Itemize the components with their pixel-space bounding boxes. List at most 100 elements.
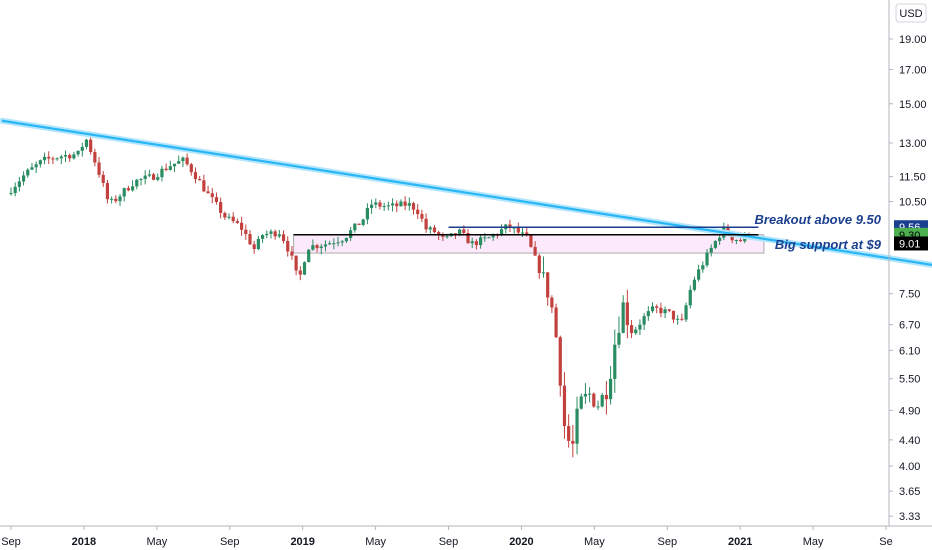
candle-body	[705, 252, 709, 266]
candle-body	[432, 227, 437, 233]
candle-body	[290, 251, 294, 256]
x-tick-label: May	[803, 536, 824, 548]
candle-body	[541, 272, 546, 274]
candle-body	[227, 216, 231, 218]
candle-body	[340, 241, 344, 243]
candle-body	[554, 307, 558, 338]
y-tick-label: 4.00	[899, 461, 920, 473]
candles-layer	[9, 137, 751, 458]
candle-body	[47, 156, 51, 159]
candle-body	[235, 221, 240, 223]
candle-body	[416, 209, 420, 215]
candle-body	[328, 243, 332, 245]
candle-body	[353, 223, 357, 231]
candle-body	[130, 186, 135, 191]
price-badges-layer: 9.569.309.01	[894, 220, 928, 251]
candle-body	[533, 246, 537, 256]
price-badge	[894, 236, 928, 251]
candle-body	[76, 150, 80, 155]
y-tick-label: 4.90	[899, 405, 920, 417]
candle-body	[659, 307, 663, 314]
candle-body	[399, 201, 403, 207]
candle-body	[487, 237, 491, 239]
candle-body	[185, 157, 189, 165]
candle-body	[202, 180, 206, 192]
candle-body	[491, 234, 495, 238]
candle-body	[390, 203, 395, 206]
candle-body	[600, 394, 604, 407]
candle-body	[663, 309, 667, 314]
candle-body	[214, 197, 219, 203]
candle-body	[189, 164, 193, 173]
candle-body	[470, 241, 474, 244]
candle-body	[512, 227, 516, 229]
candle-body	[646, 311, 650, 317]
candle-body	[160, 168, 164, 178]
candle-body	[483, 237, 487, 239]
candle-body	[110, 198, 114, 200]
candle-body	[307, 249, 311, 263]
y-tick-label: 6.10	[899, 345, 920, 357]
y-axis-ticks: 3.33 3.65 4.00 4.40 4.90 5.50 6.10 6.70 7.50 10.5…	[889, 34, 927, 523]
candle-body	[84, 139, 89, 147]
annotation-label: Breakout above 9.50	[755, 212, 882, 227]
candle-body	[319, 246, 323, 249]
candle-body	[634, 329, 638, 334]
candle-body	[583, 393, 588, 397]
y-tick-label: 17.00	[899, 64, 927, 76]
candle-body	[386, 205, 390, 207]
candle-body	[730, 234, 734, 241]
y-tick-label: 13.00	[899, 138, 927, 150]
candle-body	[403, 201, 407, 206]
candle-body	[596, 406, 600, 408]
y-tick-label: 19.00	[899, 34, 927, 46]
candle-body	[97, 162, 101, 175]
x-tick-label: 2018	[72, 536, 96, 548]
candle-body	[411, 203, 416, 210]
candle-body	[604, 394, 608, 400]
candle-body	[315, 245, 319, 249]
candle-body	[378, 202, 382, 207]
candle-body	[38, 160, 42, 165]
candle-body	[336, 242, 340, 244]
candle-body	[499, 229, 504, 235]
candle-body	[21, 175, 26, 182]
candle-body	[738, 240, 743, 242]
candle-body	[286, 240, 290, 252]
candle-body	[671, 310, 676, 320]
candle-body	[365, 207, 369, 220]
candle-body	[629, 325, 634, 334]
candle-body	[713, 241, 718, 248]
candle-body	[105, 182, 110, 200]
candle-body	[550, 297, 554, 308]
candle-body	[51, 158, 55, 160]
y-tick-label: 15.00	[899, 99, 927, 111]
candle-body	[642, 316, 646, 325]
candle-body	[676, 318, 680, 320]
candle-body	[369, 204, 374, 208]
candle-body	[608, 378, 613, 400]
x-tick-label: Se	[879, 536, 892, 548]
y-tick-label: 3.65	[899, 486, 920, 498]
currency-badge-box	[895, 3, 927, 23]
candle-body	[63, 155, 68, 157]
candle-body	[265, 233, 269, 236]
candle-body	[579, 396, 583, 409]
candle-body	[558, 337, 562, 386]
annotation-label: Big support at $9	[775, 237, 882, 252]
candle-body	[650, 306, 655, 312]
candle-body	[42, 156, 47, 161]
candle-body	[462, 229, 466, 233]
candle-body	[357, 223, 361, 225]
candle-body	[445, 236, 449, 238]
currency-badge[interactable]: USD	[895, 3, 927, 23]
candle-body	[244, 229, 248, 235]
candle-body	[206, 191, 210, 194]
candle-body	[118, 196, 122, 202]
x-tick-label: May	[365, 536, 386, 548]
candle-body	[219, 202, 223, 213]
candle-body	[323, 244, 328, 247]
candle-body	[256, 238, 260, 250]
candle-body	[344, 237, 349, 242]
